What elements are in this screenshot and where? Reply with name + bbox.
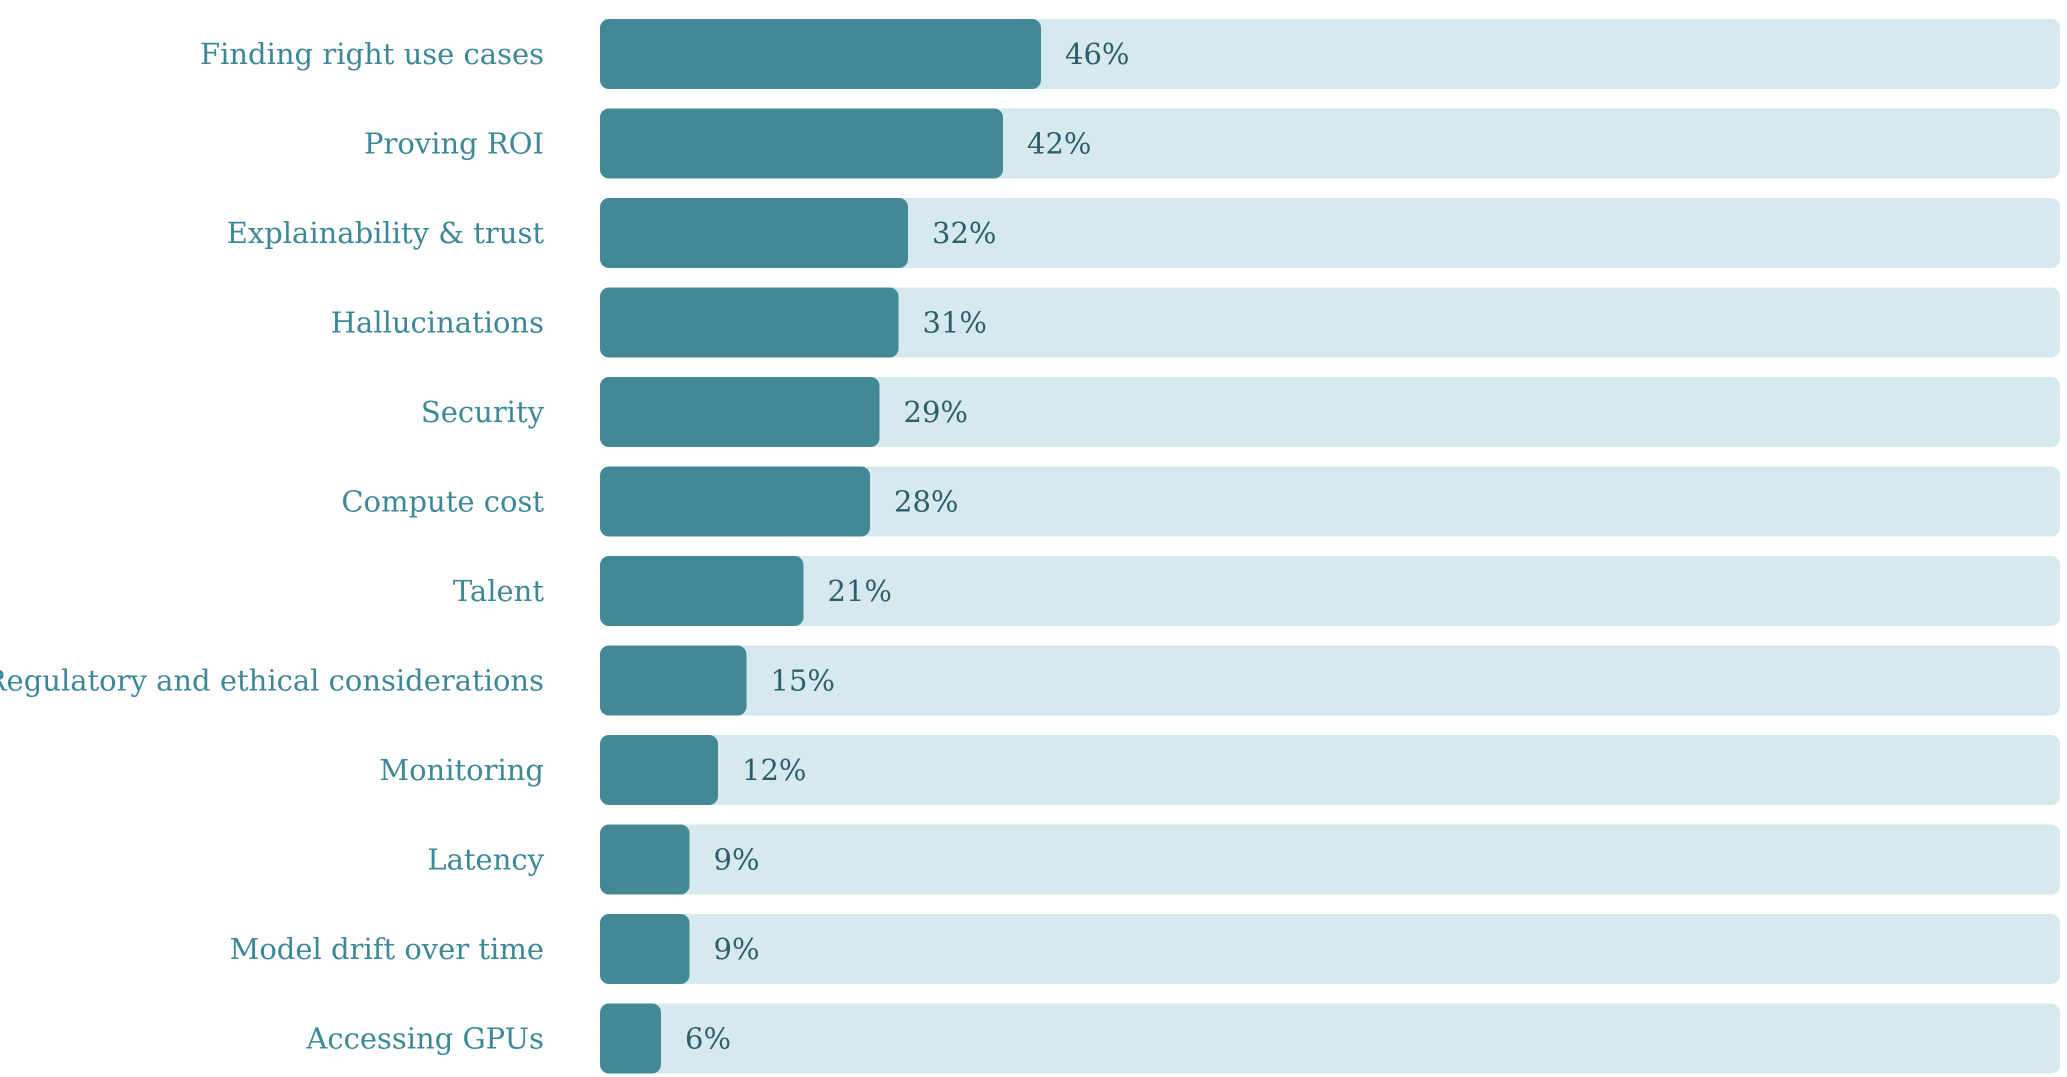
bar-track (600, 377, 2060, 447)
bar-row: Explainability & trust 32% (227, 198, 2060, 268)
category-label: Proving ROI (364, 127, 544, 161)
value-label: 15% (771, 664, 835, 698)
bar (600, 1003, 661, 1074)
bar-row: Model drift over time 9% (230, 914, 2060, 984)
bar-row: Talent 21% (453, 556, 2060, 626)
category-label: Talent (453, 574, 544, 608)
bar-row: Security 29% (421, 377, 2060, 447)
value-label: 28% (894, 485, 958, 519)
category-label: Regulatory and ethical considerations (0, 664, 544, 698)
value-label: 46% (1065, 37, 1129, 71)
value-label: 21% (828, 574, 892, 608)
category-label: Accessing GPUs (305, 1022, 544, 1056)
bar-row: Accessing GPUs 6% (305, 1003, 2060, 1074)
bar (600, 824, 690, 895)
bar (600, 645, 747, 716)
category-label: Finding right use cases (200, 37, 544, 71)
category-label: Latency (427, 843, 544, 877)
value-label: 31% (923, 306, 987, 340)
value-label: 9% (714, 932, 760, 966)
value-label: 29% (904, 395, 968, 429)
category-label: Explainability & trust (227, 216, 545, 250)
bar (600, 287, 899, 358)
bar-track (600, 287, 2060, 358)
bar-track (600, 914, 2060, 984)
bar-track (600, 645, 2060, 716)
category-label: Compute cost (341, 485, 544, 519)
category-label: Security (421, 395, 545, 429)
value-label: 6% (685, 1022, 731, 1056)
bar (600, 556, 804, 626)
value-label: 32% (932, 216, 996, 250)
value-label: 9% (714, 843, 760, 877)
bar-row: Proving ROI 42% (364, 108, 2060, 179)
category-label: Monitoring (379, 753, 544, 787)
bar (600, 914, 690, 984)
bar-track (600, 824, 2060, 895)
value-label: 42% (1027, 127, 1091, 161)
bar (600, 198, 908, 268)
value-label: 12% (742, 753, 806, 787)
bar-row: Regulatory and ethical considerations 15% (0, 645, 2060, 716)
bar (600, 735, 718, 805)
bar-track (600, 556, 2060, 626)
bar-track (600, 735, 2060, 805)
bar-row: Monitoring 12% (379, 735, 2060, 805)
bar-row: Latency 9% (427, 824, 2060, 895)
category-label: Model drift over time (230, 932, 544, 966)
bar (600, 377, 880, 447)
bar-track (600, 466, 2060, 537)
bar-row: Finding right use cases 46% (200, 19, 2060, 89)
bar-track (600, 1003, 2060, 1074)
bar (600, 108, 1003, 179)
bar-track (600, 198, 2060, 268)
bar (600, 19, 1041, 89)
bar-row: Hallucinations 31% (331, 287, 2060, 358)
bar (600, 466, 870, 537)
bar-row: Compute cost 28% (341, 466, 2060, 537)
category-label: Hallucinations (331, 306, 544, 340)
